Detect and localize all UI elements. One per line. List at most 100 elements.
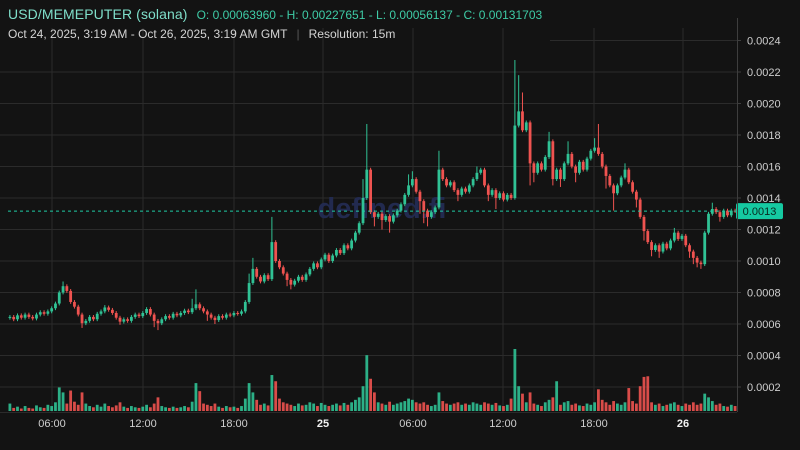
grid-lines <box>0 28 737 412</box>
volume-bar <box>536 404 540 411</box>
price-axis[interactable]: 0.0002 0.0004 0.0006 0.0008 0.0010 0.0012 0.00… <box>737 18 781 412</box>
candle-body-up <box>399 204 403 211</box>
volume-bar <box>19 408 23 411</box>
volume-bar <box>448 404 452 411</box>
volume-bar <box>95 404 99 411</box>
volume-bar <box>331 404 335 411</box>
candle-body-up <box>365 169 369 198</box>
volume-bar <box>133 407 137 411</box>
volume-bar <box>8 403 12 411</box>
volume-bar <box>46 404 50 411</box>
volume-bar <box>42 407 46 411</box>
candle-body-up <box>297 276 300 281</box>
volume-bar <box>566 401 570 411</box>
volume-bar <box>243 398 247 411</box>
volume-bar <box>179 407 183 411</box>
volume-bar <box>384 404 388 411</box>
candle-body-up <box>84 320 88 324</box>
candle-body-down <box>718 212 722 217</box>
candle-body-down <box>646 231 650 243</box>
volume-bar <box>471 402 475 411</box>
candle-body-up <box>312 263 316 269</box>
candle-body-up <box>350 240 354 249</box>
y-axis-label: 0.0006 <box>747 319 781 331</box>
volume-bar <box>483 402 486 411</box>
candle-body-up <box>129 316 133 321</box>
candle-body-up <box>562 163 566 180</box>
volume-bar <box>460 404 464 411</box>
volume-bar <box>228 407 232 411</box>
candle-body-down <box>597 147 600 154</box>
volume-bar <box>680 406 684 411</box>
volume-bar <box>255 399 259 411</box>
candle-body-down <box>346 245 350 249</box>
candle-body-down <box>289 279 293 285</box>
candle-body-up <box>623 169 627 178</box>
candle-body-up <box>729 210 733 216</box>
candle-body-up <box>331 255 335 261</box>
volume-bar <box>16 406 19 411</box>
volume-bar <box>12 407 16 411</box>
volume-bar <box>699 403 703 411</box>
candle-body-down <box>80 314 84 324</box>
volume-bar <box>502 406 505 411</box>
volume-bar <box>92 407 95 411</box>
volume-bar <box>251 392 255 411</box>
candle-body-down <box>422 201 426 211</box>
volume-bar <box>555 381 559 411</box>
candle-body-up <box>183 310 186 313</box>
volume-bar <box>437 392 441 411</box>
candle-body-up <box>395 210 399 216</box>
candle-body-down <box>327 254 331 261</box>
candle-body-down <box>369 169 373 213</box>
volume-bar <box>145 404 148 411</box>
volume-bar <box>722 406 726 411</box>
volume-bar <box>122 406 126 411</box>
candle-body-up <box>429 212 433 217</box>
candle-body-down <box>456 190 460 195</box>
candle-body-up <box>467 185 471 192</box>
candle-body-up <box>243 301 247 312</box>
candle-body-up <box>547 141 551 158</box>
candle-body-down <box>202 308 205 312</box>
candle-body-up <box>354 232 357 241</box>
candle-body-up <box>619 177 623 186</box>
y-axis-label: 0.0022 <box>747 67 781 79</box>
volume-bar <box>509 398 513 411</box>
volume-bar <box>559 404 562 411</box>
candle-body-up <box>141 312 145 317</box>
candle-body-down <box>540 163 543 170</box>
y-axis-label: 0.0020 <box>747 99 781 111</box>
volume-bar <box>581 406 585 411</box>
volume-bar <box>186 407 190 411</box>
volume-bar <box>111 407 114 411</box>
candle-body-up <box>35 314 38 319</box>
candle-body-up <box>95 313 99 320</box>
candle-body-up <box>680 235 684 239</box>
volume-bar <box>175 407 179 411</box>
volume-bar <box>346 404 350 411</box>
volume-bar <box>361 386 365 411</box>
volume-bar <box>171 406 175 411</box>
volume-bar <box>152 403 156 411</box>
volume-bar <box>718 403 722 411</box>
volume-bar <box>266 405 270 411</box>
candle-body-up <box>517 111 521 126</box>
volume-bar <box>137 407 141 411</box>
time-axis[interactable]: 06:00 12:00 18:00 25 06:00 12:00 18:00 26 <box>0 412 737 431</box>
volume-bar <box>733 406 737 411</box>
candle-body-up <box>722 210 726 217</box>
volume-bar <box>327 406 331 411</box>
x-axis-label: 06:00 <box>399 418 427 430</box>
volume-bar <box>585 403 589 411</box>
volume-bar <box>126 407 130 411</box>
candle-body-up <box>171 313 175 318</box>
candle-body-down <box>642 216 646 232</box>
candle-body-down <box>274 242 278 261</box>
candle-body-up <box>555 169 559 180</box>
y-axis-label: 0.0010 <box>747 256 781 268</box>
volume-bar <box>148 407 152 411</box>
volume-bar <box>167 407 171 411</box>
